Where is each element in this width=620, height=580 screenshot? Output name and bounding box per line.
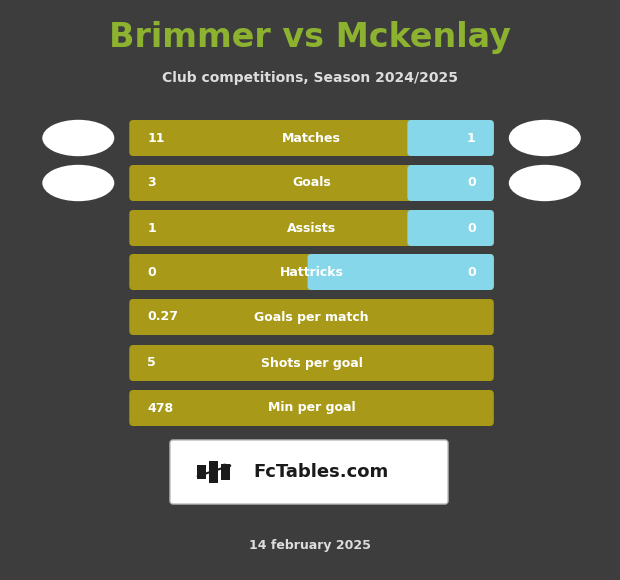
Bar xyxy=(221,464,230,480)
Text: Brimmer vs Mckenlay: Brimmer vs Mckenlay xyxy=(109,21,511,55)
FancyBboxPatch shape xyxy=(130,345,494,381)
Bar xyxy=(197,465,206,479)
Text: Goals per match: Goals per match xyxy=(254,310,369,324)
Text: 11: 11 xyxy=(148,132,165,144)
FancyBboxPatch shape xyxy=(407,165,494,201)
FancyBboxPatch shape xyxy=(130,165,494,201)
Text: Club competitions, Season 2024/2025: Club competitions, Season 2024/2025 xyxy=(162,71,458,85)
Text: Assists: Assists xyxy=(287,222,336,234)
Text: Hattricks: Hattricks xyxy=(280,266,343,278)
Text: Min per goal: Min per goal xyxy=(268,401,355,415)
Text: 0: 0 xyxy=(467,266,476,278)
FancyBboxPatch shape xyxy=(130,390,494,426)
Ellipse shape xyxy=(509,165,581,201)
Text: 14 february 2025: 14 february 2025 xyxy=(249,538,371,552)
Text: 5: 5 xyxy=(148,357,156,369)
FancyBboxPatch shape xyxy=(308,254,494,290)
Ellipse shape xyxy=(509,120,581,156)
FancyBboxPatch shape xyxy=(130,299,494,335)
Text: 478: 478 xyxy=(148,401,174,415)
Text: 0: 0 xyxy=(467,176,476,190)
Text: 0: 0 xyxy=(467,222,476,234)
FancyBboxPatch shape xyxy=(407,120,494,156)
Text: 0: 0 xyxy=(148,266,156,278)
Ellipse shape xyxy=(42,120,114,156)
Text: Goals: Goals xyxy=(292,176,331,190)
Text: FcTables.com: FcTables.com xyxy=(253,463,388,481)
Bar xyxy=(209,461,218,483)
FancyBboxPatch shape xyxy=(170,440,448,504)
Text: 0.27: 0.27 xyxy=(148,310,179,324)
FancyBboxPatch shape xyxy=(130,120,494,156)
Text: Matches: Matches xyxy=(282,132,341,144)
Text: 3: 3 xyxy=(148,176,156,190)
Text: Shots per goal: Shots per goal xyxy=(260,357,363,369)
FancyBboxPatch shape xyxy=(130,254,494,290)
FancyBboxPatch shape xyxy=(130,210,494,246)
Text: 1: 1 xyxy=(467,132,476,144)
FancyBboxPatch shape xyxy=(407,210,494,246)
Text: 1: 1 xyxy=(148,222,156,234)
Ellipse shape xyxy=(42,165,114,201)
